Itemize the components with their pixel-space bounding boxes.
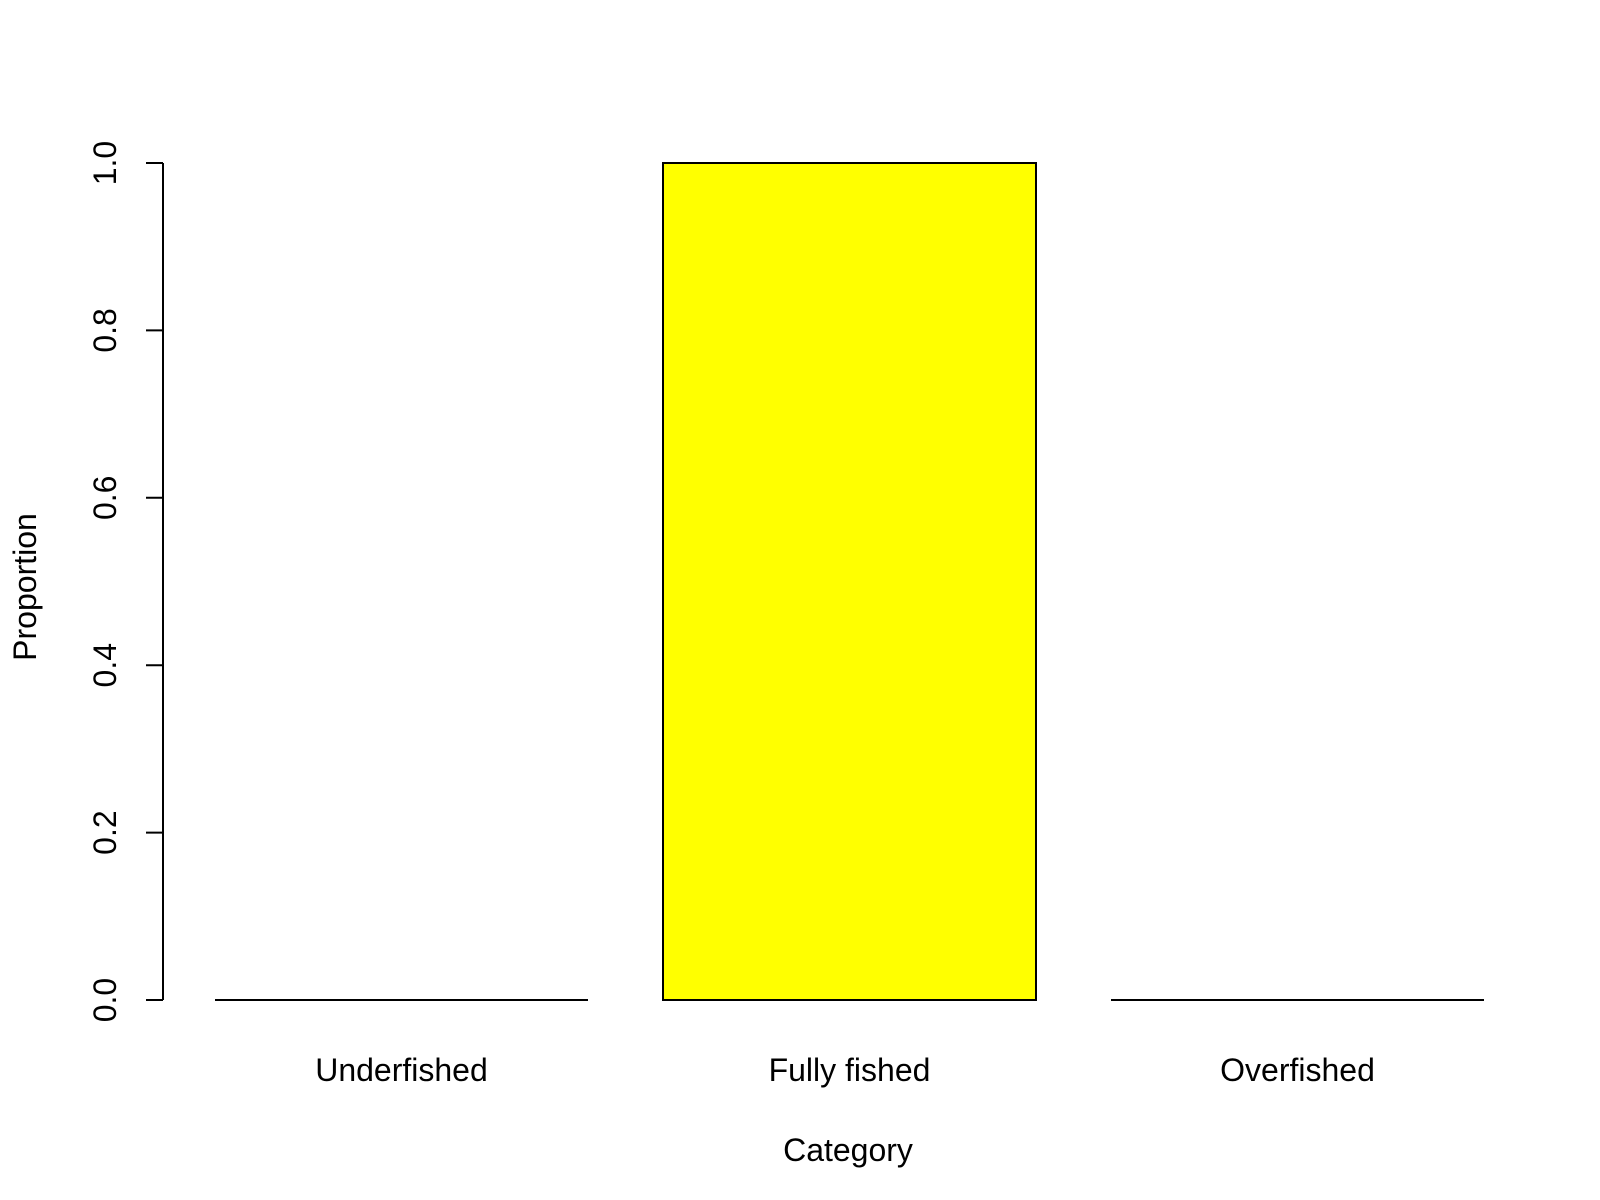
bars — [215, 162, 1484, 1001]
x-category-label: Underfished — [315, 1052, 488, 1088]
x-axis-labels: Underfished Fully fished Overfished — [315, 1052, 1375, 1088]
x-axis-title: Category — [783, 1132, 913, 1168]
y-tick-label: 1.0 — [87, 141, 123, 185]
y-tick-label: 0.0 — [87, 978, 123, 1022]
x-category-label: Fully fished — [769, 1052, 931, 1088]
bar-fully-fished — [662, 162, 1037, 1001]
y-axis-title: Proportion — [7, 513, 43, 661]
y-tick-label: 0.6 — [87, 476, 123, 520]
y-tick-label: 0.4 — [87, 643, 123, 687]
y-tick-label: 0.2 — [87, 810, 123, 854]
x-category-label: Overfished — [1220, 1052, 1375, 1088]
y-axis: 0.0 0.2 0.4 0.6 0.8 1.0 — [87, 141, 164, 1022]
y-tick-label: 0.8 — [87, 308, 123, 352]
